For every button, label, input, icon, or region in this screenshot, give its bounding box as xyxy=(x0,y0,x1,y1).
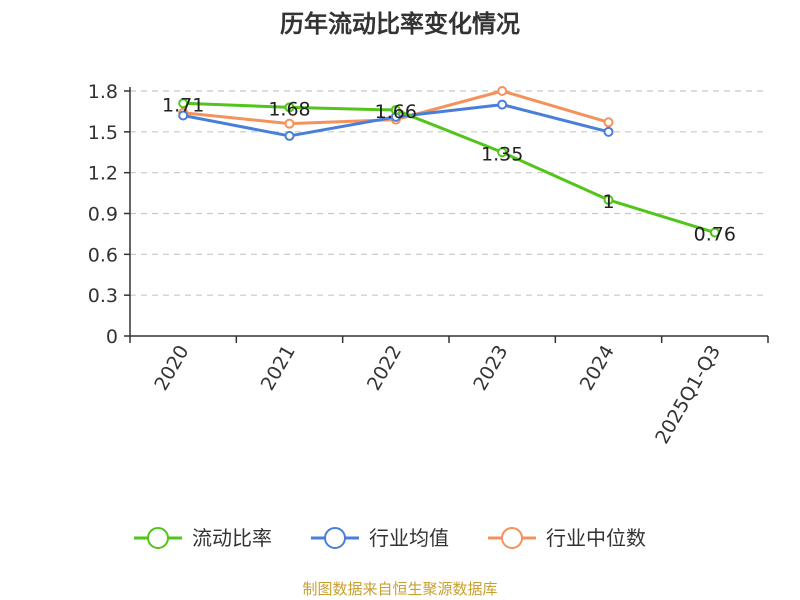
data-point xyxy=(709,227,720,238)
legend-marker-icon xyxy=(147,527,169,549)
chart-title: 历年流动比率变化情况 xyxy=(280,10,520,38)
axes: 0 0.3 0.6 0.9 1.2 1.5 1.8 2020 2021 2022 2023 2024 2… xyxy=(88,81,769,448)
data-point xyxy=(603,194,614,205)
x-tick-label: 2024 xyxy=(576,342,619,395)
data-point xyxy=(497,99,508,110)
data-labels: 1.71 1.68 1.66 1.35 1 0.76 xyxy=(162,94,736,245)
data-point xyxy=(284,118,295,129)
legend-marker-icon xyxy=(501,527,523,549)
y-tick-label: 1.5 xyxy=(88,122,118,144)
data-label: 1.71 xyxy=(162,94,204,116)
data-point xyxy=(390,105,401,116)
y-tick-label: 0.9 xyxy=(88,204,118,226)
x-tick-label: 2023 xyxy=(469,341,512,394)
grid xyxy=(130,90,768,296)
data-point xyxy=(178,98,189,109)
y-tick-label: 1.2 xyxy=(88,163,118,185)
x-tick-label: 2021 xyxy=(257,342,300,395)
source-note: 制图数据来自恒生聚源数据库 xyxy=(302,580,497,598)
legend: 流动比率 行业均值 行业中位数 xyxy=(134,526,646,550)
data-point xyxy=(603,126,614,137)
legend-label: 行业均值 xyxy=(369,526,449,550)
x-tick-label: 2020 xyxy=(150,342,193,395)
data-point xyxy=(284,130,295,141)
x-tick-label: 2022 xyxy=(363,342,406,395)
legend-label: 行业中位数 xyxy=(546,526,646,550)
data-label: 1.35 xyxy=(481,143,523,165)
y-tick-label: 1.8 xyxy=(88,81,118,103)
data-point xyxy=(603,117,614,128)
y-tick-label: 0 xyxy=(106,326,118,348)
series-line xyxy=(183,101,716,234)
legend-label: 流动比率 xyxy=(192,526,272,550)
data-point xyxy=(497,147,508,158)
data-label: 1 xyxy=(602,191,614,213)
data-point xyxy=(178,110,189,121)
data-label: 1.68 xyxy=(268,98,310,120)
data-label: 0.76 xyxy=(694,224,736,246)
x-tick-label: 2025Q1-Q3 xyxy=(651,342,725,448)
y-tick-label: 0.3 xyxy=(88,285,118,307)
data-label: 1.66 xyxy=(375,101,417,123)
y-tick-label: 0.6 xyxy=(88,244,118,266)
data-point xyxy=(497,86,508,96)
data-point xyxy=(284,102,295,113)
plot-area xyxy=(178,86,720,238)
legend-marker-icon xyxy=(324,527,346,549)
